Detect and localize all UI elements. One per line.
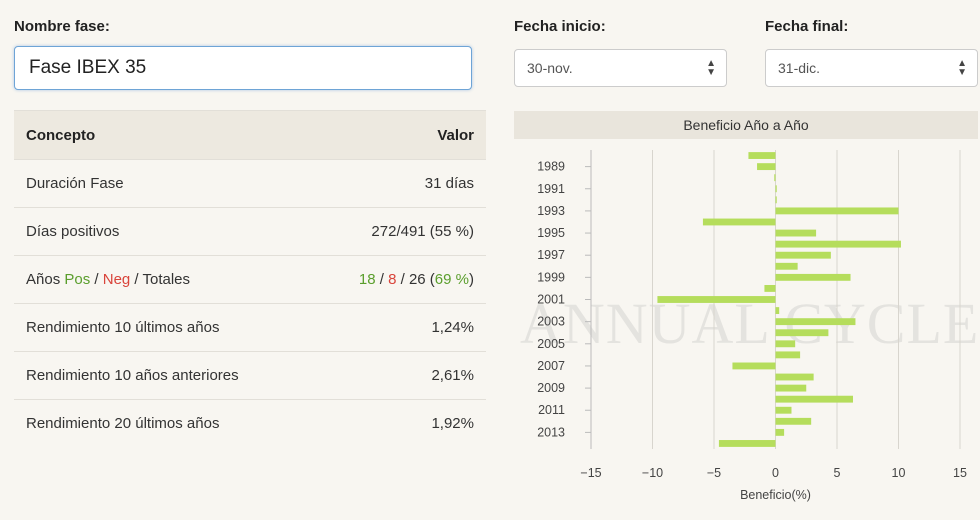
value-total: / 26 ( — [396, 271, 435, 288]
x-tick-label: 15 — [953, 466, 967, 480]
bar-2005 — [775, 340, 796, 348]
table-row: Años Pos / Neg / Totales 18 / 8 / 26 (69… — [14, 255, 486, 304]
select-arrows-icon: ▲ ▼ — [706, 58, 716, 78]
bar-1996 — [775, 240, 901, 248]
value-neg: 8 — [388, 271, 397, 288]
x-axis-label: Beneficio(%) — [740, 488, 811, 502]
phase-name-label: Nombre fase: — [14, 18, 110, 35]
bar-2002 — [775, 307, 780, 315]
concept-prefix: Años — [26, 271, 65, 288]
row-concept: Rendimiento 10 últimos años — [14, 303, 312, 352]
phase-stats-table: Concepto Valor Duración Fase 31 días Día… — [14, 110, 486, 448]
bar-1989 — [757, 163, 776, 171]
y-tick-label: 1997 — [537, 248, 565, 262]
row-concept: Años Pos / Neg / Totales — [14, 255, 312, 304]
bar-1991 — [775, 185, 777, 193]
bar-2006 — [775, 351, 801, 359]
bar-1999 — [775, 273, 851, 281]
concept-suffix: / Totales — [130, 271, 191, 288]
y-tick-label: 2003 — [537, 315, 565, 329]
y-tick-label: 1989 — [537, 160, 565, 174]
bar-2014 — [718, 440, 776, 447]
bar-2007 — [732, 362, 776, 370]
bar-1995 — [775, 229, 817, 237]
x-tick-label: 5 — [834, 466, 841, 480]
y-tick-label: 2009 — [537, 381, 565, 395]
row-concept: Rendimiento 10 años anteriores — [14, 351, 312, 400]
table-row: Rendimiento 10 últimos años 1,24% — [14, 303, 486, 352]
bar-1990 — [774, 174, 776, 182]
row-value: 1,24% — [311, 303, 486, 352]
end-date-value: 31-dic. — [778, 60, 821, 76]
bar-2009 — [775, 384, 807, 392]
bar-2000 — [764, 284, 776, 292]
beneficio-chart: 1989 1991 1993 1995 1997 1999 2001 2003 2005 2007… — [537, 150, 967, 502]
phase-name-input[interactable] — [14, 46, 472, 90]
bar-1993 — [775, 207, 899, 215]
concept-pos: Pos — [64, 271, 91, 288]
row-concept: Duración Fase — [14, 159, 312, 208]
start-date-label: Fecha inicio: — [514, 18, 606, 35]
end-date-select[interactable]: 31-dic. ▲ ▼ — [765, 49, 978, 87]
bar-1997 — [775, 251, 831, 259]
y-tick-label: 2005 — [537, 337, 565, 351]
start-date-value: 30-nov. — [527, 60, 573, 76]
table-header-row: Concepto Valor — [14, 110, 486, 160]
row-value: 18 / 8 / 26 (69 %) — [311, 255, 486, 304]
value-pos: 18 — [358, 271, 376, 288]
bar-1988 — [748, 152, 776, 159]
concept-sep: / — [90, 271, 103, 288]
bar-2001 — [657, 296, 776, 303]
bar-2008 — [775, 373, 814, 381]
y-tick-label: 1999 — [537, 270, 565, 284]
value-end: ) — [469, 271, 474, 288]
value-header: Valor — [311, 110, 486, 160]
bar-2003 — [775, 318, 856, 326]
bar-2010 — [775, 395, 853, 403]
bar-2011 — [775, 406, 792, 414]
table-row: Rendimiento 20 últimos años 1,92% — [14, 399, 486, 448]
row-value: 272/491 (55 %) — [311, 207, 486, 256]
bar-2013 — [775, 428, 785, 436]
table-row: Rendimiento 10 años anteriores 2,61% — [14, 351, 486, 400]
x-tick-label: −10 — [642, 466, 663, 480]
row-value: 1,92% — [311, 399, 486, 448]
bar-2012 — [775, 417, 812, 425]
y-tick-label: 1991 — [537, 182, 565, 196]
bar-1994 — [702, 218, 776, 226]
x-tick-label: −5 — [707, 466, 721, 480]
table-row: Días positivos 272/491 (55 %) — [14, 207, 486, 256]
y-tick-label: 2001 — [537, 293, 565, 307]
y-tick-label: 1995 — [537, 226, 565, 240]
concept-header: Concepto — [14, 110, 312, 160]
y-tick-label: 2013 — [537, 425, 565, 439]
row-value: 2,61% — [311, 351, 486, 400]
table-row: Duración Fase 31 días — [14, 159, 486, 208]
row-value: 31 días — [311, 159, 486, 208]
select-arrows-icon: ▲ ▼ — [957, 58, 967, 78]
row-concept: Rendimiento 20 últimos años — [14, 399, 312, 448]
start-date-select[interactable]: 30-nov. ▲ ▼ — [514, 49, 727, 87]
value-sep: / — [375, 271, 389, 288]
x-tick-label: 10 — [892, 466, 906, 480]
y-tick-label: 2011 — [538, 403, 565, 417]
end-date-label: Fecha final: — [765, 18, 849, 35]
bar-2004 — [775, 329, 829, 337]
x-tick-label: 0 — [772, 466, 779, 480]
row-concept: Días positivos — [14, 207, 312, 256]
value-pct: 69 % — [434, 271, 469, 288]
bar-1992 — [775, 196, 777, 204]
bar-1998 — [775, 262, 798, 270]
x-tick-label: −15 — [580, 466, 601, 480]
concept-neg: Neg — [102, 271, 131, 288]
y-tick-label: 1993 — [537, 204, 565, 218]
chart-title: Beneficio Año a Año — [514, 111, 978, 139]
y-tick-label: 2007 — [537, 359, 565, 373]
